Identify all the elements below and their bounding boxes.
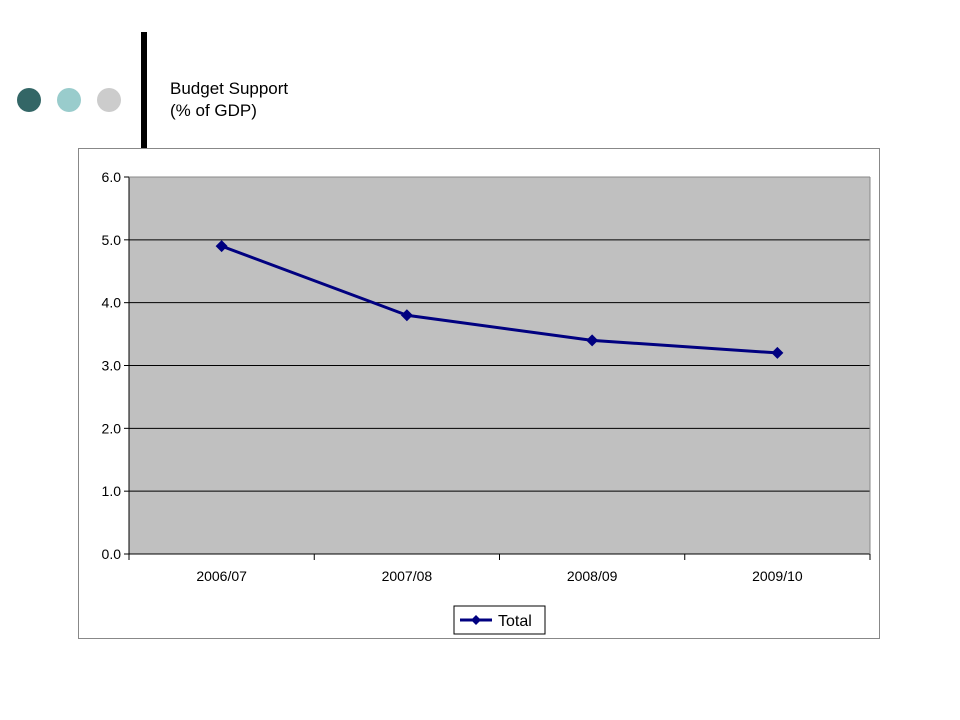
- y-tick-label: 4.0: [102, 295, 122, 311]
- x-tick-label: 2007/08: [382, 568, 433, 584]
- decor-vertical-bar: [141, 32, 147, 150]
- data-point-marker: [215, 240, 228, 253]
- x-tick-label: 2006/07: [196, 568, 247, 584]
- legend-label-total: Total: [498, 613, 532, 630]
- x-tick-label: 2009/10: [752, 568, 803, 584]
- decor-dot-dark: [17, 88, 41, 112]
- y-tick-label: 0.0: [102, 546, 122, 562]
- data-point-marker: [771, 346, 784, 359]
- y-tick-label: 2.0: [102, 420, 122, 436]
- line-chart: 0.0 1.0 2.0 3.0 4.0 5.0 6.0 2006/07 2007/08 2008/…: [102, 169, 871, 635]
- y-tick-label: 5.0: [102, 232, 122, 248]
- series-line-total: [221, 244, 778, 355]
- data-point-marker: [400, 309, 413, 322]
- chart-frame: 0.0 1.0 2.0 3.0 4.0 5.0 6.0 2006/07 2007/08 2008/…: [78, 148, 880, 639]
- y-tick-label: 6.0: [102, 169, 122, 185]
- decor-dot-gray: [97, 88, 121, 112]
- legend-marker-swatch: [471, 615, 481, 625]
- slide-title: Budget Support (% of GDP): [170, 78, 288, 122]
- x-tick-label: 2008/09: [567, 568, 618, 584]
- data-point-marker: [586, 334, 599, 347]
- y-tick-label: 1.0: [102, 483, 122, 499]
- y-tick-label: 3.0: [102, 358, 122, 374]
- decor-dot-light: [57, 88, 81, 112]
- slide-title-line2: (% of GDP): [170, 101, 257, 120]
- slide-title-line1: Budget Support: [170, 79, 289, 98]
